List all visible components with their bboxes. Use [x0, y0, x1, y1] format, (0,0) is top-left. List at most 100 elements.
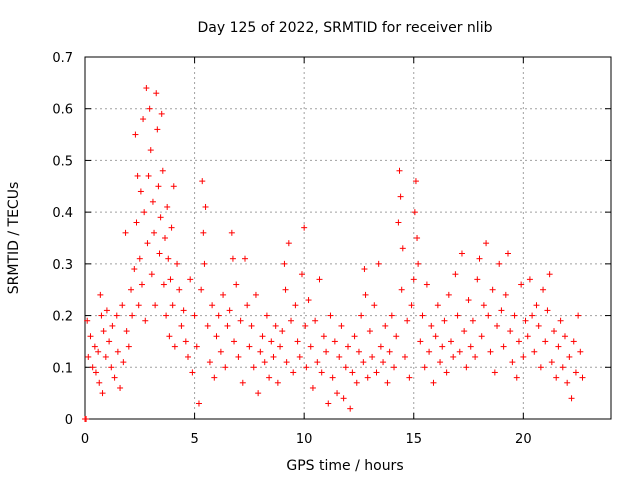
y-tick-label: 0.4	[52, 206, 73, 221]
data-point	[106, 338, 113, 345]
data-point	[288, 317, 295, 324]
y-tick-label: 0.1	[52, 361, 73, 376]
data-point	[163, 312, 170, 319]
data-point	[577, 348, 584, 355]
data-point	[131, 266, 138, 273]
data-point	[515, 338, 522, 345]
data-point	[261, 359, 268, 366]
data-point	[298, 271, 305, 278]
data-point	[185, 353, 192, 360]
data-point	[355, 348, 362, 355]
data-point	[421, 364, 428, 371]
data-point	[395, 219, 402, 226]
data-point	[476, 255, 483, 262]
data-point	[412, 178, 419, 185]
data-point	[164, 203, 171, 210]
data-point	[248, 322, 255, 329]
data-point	[149, 198, 156, 205]
data-point	[144, 240, 151, 247]
data-point	[201, 260, 208, 267]
data-point	[87, 333, 94, 340]
data-point	[349, 369, 356, 376]
data-point	[96, 379, 103, 386]
data-point	[151, 229, 158, 236]
data-point	[206, 359, 213, 366]
x-tick-label: 10	[296, 432, 313, 447]
data-point	[377, 343, 384, 350]
data-point	[156, 250, 163, 257]
data-point	[91, 343, 98, 350]
data-point	[153, 90, 160, 97]
data-point	[142, 317, 149, 324]
data-point	[129, 312, 136, 319]
data-point	[255, 390, 262, 397]
data-point	[178, 322, 185, 329]
data-point	[136, 255, 143, 262]
data-point	[463, 364, 470, 371]
data-point	[195, 400, 202, 407]
data-point	[274, 379, 281, 386]
data-point	[361, 266, 368, 273]
data-point	[458, 250, 465, 257]
data-point	[551, 328, 558, 335]
data-point	[338, 322, 345, 329]
data-point	[85, 353, 92, 360]
data-point	[347, 405, 354, 412]
data-point	[478, 333, 485, 340]
data-point	[437, 359, 444, 366]
data-point	[398, 286, 405, 293]
data-point	[277, 343, 284, 350]
data-point	[119, 302, 126, 309]
data-point	[296, 353, 303, 360]
data-point	[209, 302, 216, 309]
data-point	[406, 374, 413, 381]
data-point	[312, 317, 319, 324]
data-point	[500, 343, 507, 350]
data-points	[82, 85, 586, 422]
data-point	[272, 322, 279, 329]
data-point	[193, 343, 200, 350]
data-point	[504, 250, 511, 257]
data-point	[557, 317, 564, 324]
data-point	[323, 348, 330, 355]
data-point	[239, 379, 246, 386]
data-point	[452, 271, 459, 278]
data-point	[336, 353, 343, 360]
data-point	[546, 271, 553, 278]
data-point	[132, 131, 139, 138]
data-point	[498, 307, 505, 314]
data-point	[259, 333, 266, 340]
data-point	[423, 281, 430, 288]
data-point	[99, 390, 106, 397]
data-point	[155, 183, 162, 190]
data-point	[507, 328, 514, 335]
data-point	[146, 105, 153, 112]
data-point	[215, 312, 222, 319]
data-point	[419, 312, 426, 319]
data-point	[334, 390, 341, 397]
data-point	[279, 328, 286, 335]
data-point	[114, 348, 121, 355]
data-point	[345, 343, 351, 350]
data-point	[410, 276, 417, 283]
data-point	[487, 348, 494, 355]
data-point	[314, 359, 321, 366]
data-point	[485, 312, 492, 319]
data-point	[540, 286, 547, 293]
data-point	[170, 183, 177, 190]
data-point	[157, 214, 164, 221]
data-point	[302, 322, 309, 329]
data-point	[161, 235, 168, 241]
data-point	[120, 359, 127, 366]
data-point	[98, 312, 105, 319]
data-point	[220, 291, 227, 298]
data-point	[294, 338, 301, 345]
data-point	[454, 312, 461, 319]
data-point	[388, 312, 395, 319]
data-point	[417, 338, 424, 345]
data-point	[108, 364, 115, 371]
x-tick-label: 15	[405, 432, 422, 447]
data-point	[491, 369, 498, 376]
data-point	[113, 312, 120, 319]
